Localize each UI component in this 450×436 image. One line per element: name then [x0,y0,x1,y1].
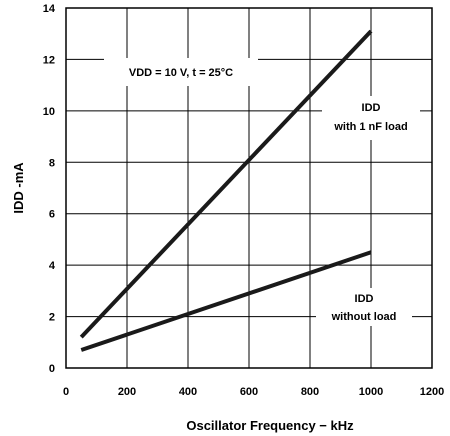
without-load-label-line2: without load [331,311,397,323]
x-tick-label: 0 [63,386,69,398]
series-line [80,250,372,352]
without-load-label-bg [316,288,412,326]
with-load-label-line1: IDD [362,102,381,114]
y-tick-label: 8 [49,157,55,169]
y-tick-label: 10 [43,106,55,118]
condition-annotation: VDD = 10 V, t = 25°C [129,67,233,79]
x-tick-label: 400 [179,386,197,398]
y-tick-label: 6 [49,209,55,221]
without-load-label-line1: IDD [355,293,374,305]
with-load-label-bg [322,96,420,140]
x-axis-label: Oscillator Frequency − kHz [186,418,354,433]
y-tick-label: 14 [43,3,56,15]
with-load-label-line2: with 1 nF load [333,121,407,133]
y-tick-label: 12 [43,54,55,66]
plot-area-frame [65,7,433,369]
y-tick-label: 0 [49,363,55,375]
series-line [79,29,373,339]
x-tick-label: 1000 [359,386,383,398]
y-axis-label: IDD -mA [11,162,26,214]
x-tick-label: 200 [118,386,136,398]
series-lines [79,29,373,352]
y-tick-label: 2 [49,312,55,324]
x-tick-label: 800 [301,386,319,398]
condition-annotation-bg [104,58,258,86]
x-tick-label: 600 [240,386,258,398]
y-tick-label: 4 [49,260,56,272]
tick-labels: 0 200 400 600 800 1000 1200 0 2 4 6 8 10 12 14 [43,3,444,398]
x-tick-label: 1200 [420,386,444,398]
